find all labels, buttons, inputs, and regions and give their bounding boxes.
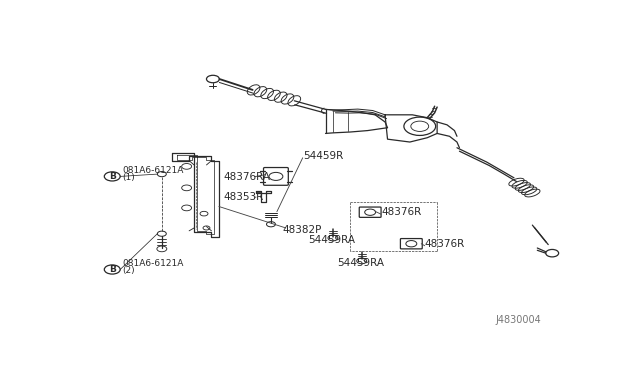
Text: 48353R: 48353R [224, 192, 264, 202]
Text: B: B [109, 172, 116, 181]
Text: B: B [109, 265, 116, 274]
Text: (2): (2) [123, 266, 135, 275]
Text: (1): (1) [123, 173, 136, 182]
Text: 081A6-6121A: 081A6-6121A [123, 259, 184, 268]
Text: 48376RA: 48376RA [224, 172, 271, 182]
Text: 54459R: 54459R [303, 151, 343, 161]
Text: 48376R: 48376R [381, 207, 421, 217]
Text: 48376R: 48376R [425, 239, 465, 249]
Text: 54459RA: 54459RA [337, 258, 384, 268]
Text: J4830004: J4830004 [495, 315, 541, 325]
Text: 48382P: 48382P [282, 225, 322, 235]
Text: 54459RA: 54459RA [308, 235, 355, 245]
Text: 081A6-6121A: 081A6-6121A [123, 166, 184, 175]
